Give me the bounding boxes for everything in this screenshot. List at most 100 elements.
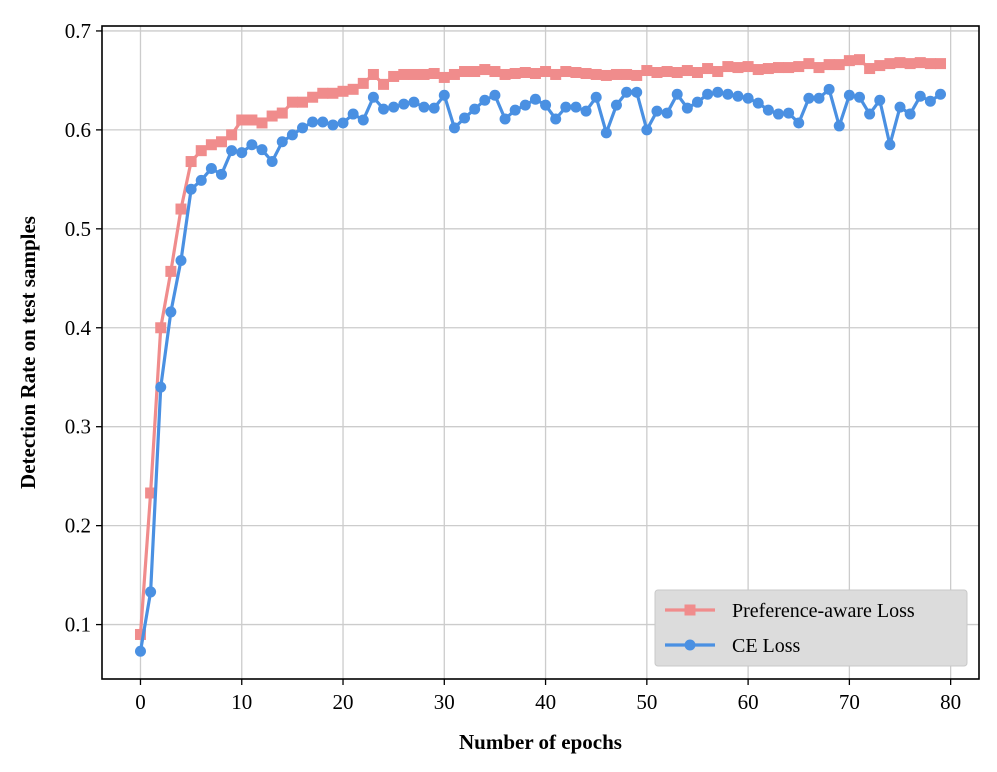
data-point — [185, 183, 197, 195]
data-point — [276, 107, 288, 119]
data-point — [307, 91, 319, 103]
data-point — [408, 68, 420, 80]
data-point — [540, 66, 552, 78]
legend-label: Preference-aware Loss — [732, 600, 915, 622]
data-point — [813, 92, 825, 104]
x-tick-label: 10 — [231, 690, 252, 714]
data-point — [327, 87, 339, 99]
data-point — [924, 95, 936, 107]
data-point — [702, 88, 714, 100]
data-point — [762, 63, 774, 75]
data-point — [469, 103, 481, 115]
data-point — [894, 101, 906, 113]
data-point — [691, 96, 703, 108]
y-tick-label: 0.7 — [65, 19, 91, 43]
data-point — [621, 86, 633, 98]
data-point — [752, 97, 764, 109]
data-point — [489, 66, 501, 78]
data-point — [205, 139, 217, 151]
y-tick-label: 0.5 — [65, 217, 91, 241]
data-point — [317, 87, 329, 99]
data-point — [398, 68, 410, 80]
data-point — [145, 586, 157, 598]
data-point — [256, 117, 268, 129]
x-tick-label: 60 — [738, 690, 759, 714]
data-point — [499, 68, 511, 80]
data-point — [661, 66, 673, 78]
data-point — [165, 265, 177, 277]
data-point — [418, 68, 430, 80]
data-point — [924, 58, 936, 70]
data-point — [286, 96, 298, 108]
data-point — [266, 110, 278, 122]
data-point — [793, 117, 805, 129]
data-point — [610, 68, 622, 80]
data-point — [378, 78, 390, 90]
x-tick-label: 0 — [135, 690, 146, 714]
x-tick-label: 30 — [434, 690, 455, 714]
y-tick-label: 0.4 — [65, 316, 92, 340]
data-point — [418, 101, 430, 113]
data-point — [297, 96, 309, 108]
data-point — [803, 92, 815, 104]
data-point — [722, 88, 734, 100]
legend-box — [654, 589, 968, 667]
data-point — [742, 92, 754, 104]
data-point — [935, 58, 947, 70]
data-point — [884, 139, 896, 151]
data-point — [681, 102, 693, 114]
data-point — [854, 54, 866, 66]
data-point — [529, 67, 541, 79]
data-point — [864, 63, 876, 75]
data-point — [550, 113, 562, 125]
y-tick-label: 0.2 — [65, 514, 91, 538]
data-point — [914, 57, 926, 69]
data-point — [459, 66, 471, 78]
data-point — [367, 68, 379, 80]
plot-area — [134, 54, 947, 657]
data-point — [732, 62, 744, 74]
data-point — [448, 122, 460, 134]
data-point — [762, 104, 774, 116]
data-point — [519, 99, 531, 111]
legend-entries: Preference-aware Loss CE Loss — [665, 600, 915, 657]
data-point — [317, 116, 329, 128]
data-point — [540, 99, 552, 111]
data-point — [671, 88, 683, 100]
data-point — [772, 62, 784, 74]
data-point — [641, 65, 653, 77]
data-point — [651, 105, 663, 117]
data-point — [884, 58, 896, 70]
y-tick-label: 0.1 — [65, 613, 91, 637]
data-point — [509, 104, 521, 116]
data-point — [752, 64, 764, 76]
data-point — [935, 88, 947, 100]
data-point — [783, 62, 795, 74]
series-ce-loss — [134, 83, 947, 657]
data-point — [165, 306, 177, 318]
data-point — [337, 117, 349, 129]
data-point — [236, 147, 248, 159]
data-point — [175, 203, 187, 215]
data-point — [408, 96, 420, 108]
data-point — [246, 139, 258, 151]
data-point — [357, 114, 369, 126]
data-point — [307, 116, 319, 128]
data-point — [570, 67, 582, 79]
data-point — [367, 91, 379, 103]
y-tick-label: 0.6 — [65, 118, 91, 142]
data-point — [864, 108, 876, 120]
data-point — [823, 59, 835, 71]
data-point — [671, 67, 683, 79]
data-point — [661, 107, 673, 119]
axes-frame — [101, 25, 980, 680]
data-point — [843, 89, 855, 101]
data-point — [489, 89, 501, 101]
data-point — [631, 69, 643, 81]
x-axis-title: Number of epochs — [459, 730, 622, 754]
legend: Preference-aware Loss CE Loss — [654, 589, 968, 667]
data-point — [388, 70, 400, 82]
data-point — [347, 108, 359, 120]
data-point — [874, 94, 886, 106]
